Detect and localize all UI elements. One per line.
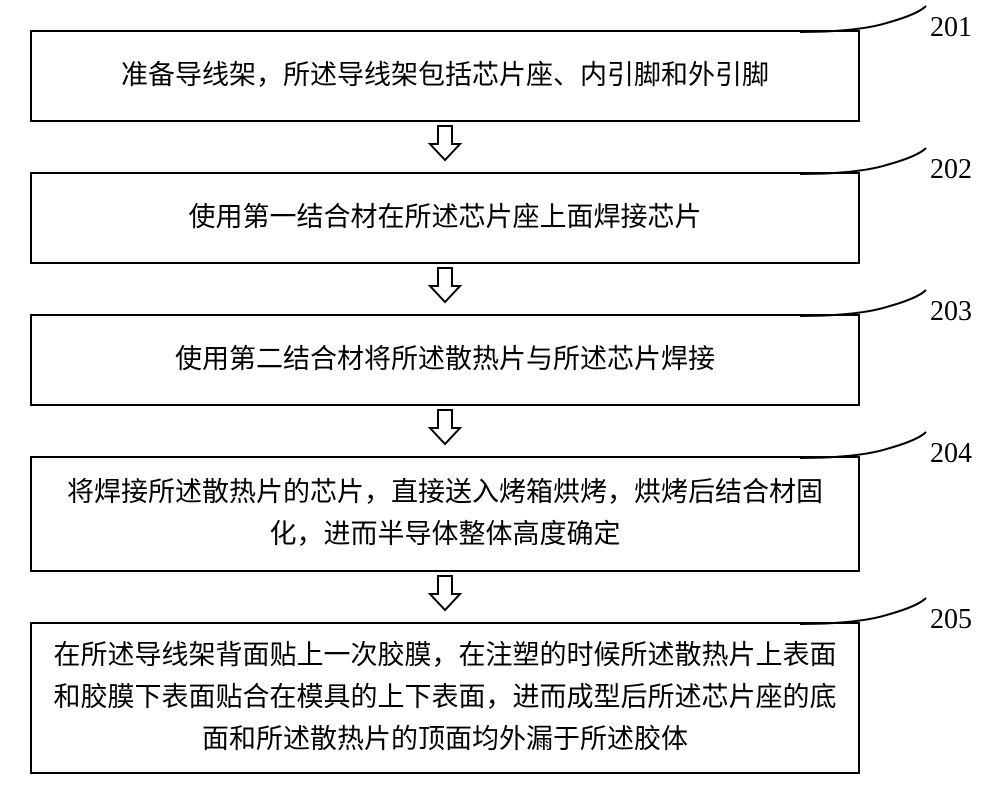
step-box-201: 准备导线架，所述导线架包括芯片座、内引脚和外引脚: [30, 30, 860, 122]
arrow-4: [430, 576, 460, 610]
step-text: 使用第一结合材在所述芯片座上面焊接芯片: [52, 197, 838, 239]
step-box-204: 将焊接所述散热片的芯片，直接送入烤箱烘烤，烘烤后结合材固化，进而半导体整体高度确…: [30, 456, 860, 572]
step-box-202: 使用第一结合材在所述芯片座上面焊接芯片: [30, 172, 860, 264]
callout-201: [800, 0, 940, 60]
callout-202: [800, 142, 940, 202]
step-label-202: 202: [930, 154, 972, 186]
step-box-203: 使用第二结合材将所述散热片与所述芯片焊接: [30, 314, 860, 406]
flowchart-canvas: 准备导线架，所述导线架包括芯片座、内引脚和外引脚 201 使用第一结合材在所述芯片座…: [0, 0, 1000, 803]
step-label-204: 204: [930, 438, 972, 470]
step-text: 准备导线架，所述导线架包括芯片座、内引脚和外引脚: [52, 55, 838, 97]
step-label-201: 201: [930, 12, 972, 44]
step-text: 在所述导线架背面贴上一次胶膜，在注塑的时候所述散热片上表面和胶膜下表面贴合在模具…: [52, 635, 838, 761]
step-text: 使用第二结合材将所述散热片与所述芯片焊接: [52, 339, 838, 381]
arrow-2: [430, 268, 460, 302]
step-label-203: 203: [930, 296, 972, 328]
callout-204: [800, 426, 940, 486]
callout-205: [800, 592, 940, 652]
step-text: 将焊接所述散热片的芯片，直接送入烤箱烘烤，烘烤后结合材固化，进而半导体整体高度确…: [52, 472, 838, 556]
arrow-3: [430, 410, 460, 444]
step-label-205: 205: [930, 604, 972, 636]
arrow-1: [430, 126, 460, 160]
callout-203: [800, 284, 940, 344]
step-box-205: 在所述导线架背面贴上一次胶膜，在注塑的时候所述散热片上表面和胶膜下表面贴合在模具…: [30, 622, 860, 774]
